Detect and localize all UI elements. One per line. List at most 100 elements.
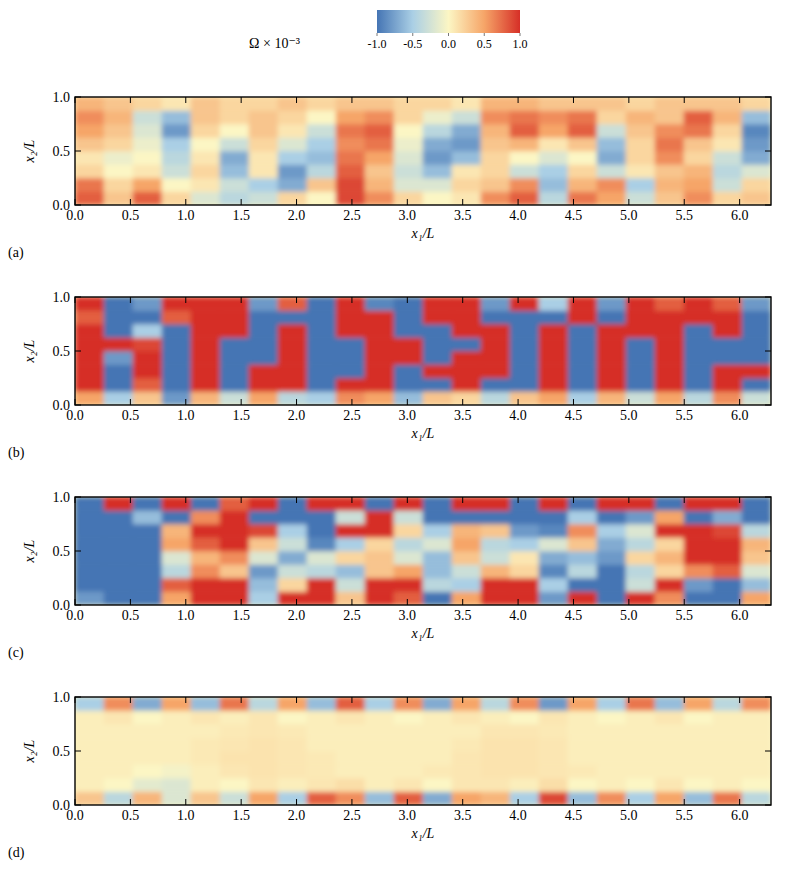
cell	[510, 791, 540, 805]
colorbar-tick	[412, 33, 413, 36]
cell	[278, 778, 308, 792]
y-axis-title: x₂/L	[22, 139, 37, 163]
x-tick	[185, 199, 186, 205]
cell	[133, 391, 163, 405]
cell	[539, 791, 569, 805]
plot-area	[75, 97, 771, 205]
cell	[452, 351, 482, 365]
x-tick	[185, 599, 186, 605]
cell	[742, 591, 771, 605]
colorbar-tick-label: -1.0	[368, 37, 387, 51]
cell	[75, 791, 104, 805]
colorbar-tick-label: 0.5	[477, 37, 492, 51]
x-tick	[739, 199, 740, 205]
cell	[481, 351, 511, 365]
cell	[162, 710, 192, 724]
y-tick-label: 0.0	[53, 398, 71, 413]
cell	[568, 378, 598, 392]
cell	[481, 591, 511, 605]
x-axis-title: x₁/L	[411, 226, 435, 241]
x-tick-label: 1.5	[232, 208, 250, 223]
cell	[655, 778, 685, 792]
cell	[510, 97, 540, 111]
cell	[191, 310, 221, 324]
cell	[452, 297, 482, 311]
cell	[423, 537, 453, 551]
cell	[568, 97, 598, 111]
cell	[597, 524, 627, 538]
colorbar-tick	[448, 33, 449, 36]
cell	[336, 351, 366, 365]
cell	[597, 164, 627, 178]
cell	[684, 124, 714, 138]
cell	[597, 764, 627, 778]
cell	[278, 724, 308, 738]
frame	[75, 297, 771, 405]
cell	[597, 591, 627, 605]
x-tick	[684, 697, 685, 703]
cell	[191, 391, 221, 405]
x-tick-label: 0.5	[122, 608, 140, 623]
cell	[249, 724, 279, 738]
cell	[365, 351, 395, 365]
x-tick	[739, 599, 740, 605]
cell	[452, 578, 482, 592]
x-tick	[407, 399, 408, 405]
cell	[510, 737, 540, 751]
cell	[539, 324, 569, 338]
cell	[162, 751, 192, 765]
cell	[568, 151, 598, 165]
cell	[539, 151, 569, 165]
x-tick	[185, 97, 186, 103]
cell	[452, 97, 482, 111]
x-tick	[518, 199, 519, 205]
cell	[742, 497, 771, 511]
x-axis-title: x₁/L	[411, 826, 435, 841]
cell	[278, 151, 308, 165]
plot-area	[75, 297, 771, 405]
cell	[133, 191, 163, 205]
cell	[510, 137, 540, 151]
cell	[597, 364, 627, 378]
cell	[655, 791, 685, 805]
cell	[510, 537, 540, 551]
cell	[423, 364, 453, 378]
x-tick	[351, 497, 352, 503]
cell	[278, 124, 308, 138]
cell	[626, 510, 656, 524]
cell	[568, 751, 598, 765]
colorbar-tick	[377, 33, 378, 36]
cell	[133, 737, 163, 751]
cell	[278, 764, 308, 778]
plot-background	[75, 697, 771, 805]
x-tick-label: 3.5	[454, 408, 472, 423]
cell	[133, 564, 163, 578]
cell	[307, 297, 337, 311]
x-tick	[739, 399, 740, 405]
y-tick	[765, 551, 771, 552]
cell	[75, 724, 104, 738]
cell	[539, 391, 569, 405]
y-axis-title: x₂/L	[22, 739, 37, 763]
cell	[742, 97, 771, 111]
cell	[713, 697, 743, 711]
cell	[75, 537, 104, 551]
cell	[220, 778, 250, 792]
cell	[742, 764, 771, 778]
x-tick	[130, 297, 131, 303]
cell	[220, 378, 250, 392]
cell	[539, 97, 569, 111]
x-tick	[462, 297, 463, 303]
x-tick	[628, 399, 629, 405]
x-tick	[518, 599, 519, 605]
cell	[104, 564, 134, 578]
cell	[481, 178, 511, 192]
cell	[713, 510, 743, 524]
cell	[452, 324, 482, 338]
cell	[191, 178, 221, 192]
colorbar-tick-label: 0.0	[441, 37, 456, 51]
cell	[191, 191, 221, 205]
cell	[481, 151, 511, 165]
cell	[75, 110, 104, 124]
y-tick-label: 1.0	[53, 90, 71, 105]
